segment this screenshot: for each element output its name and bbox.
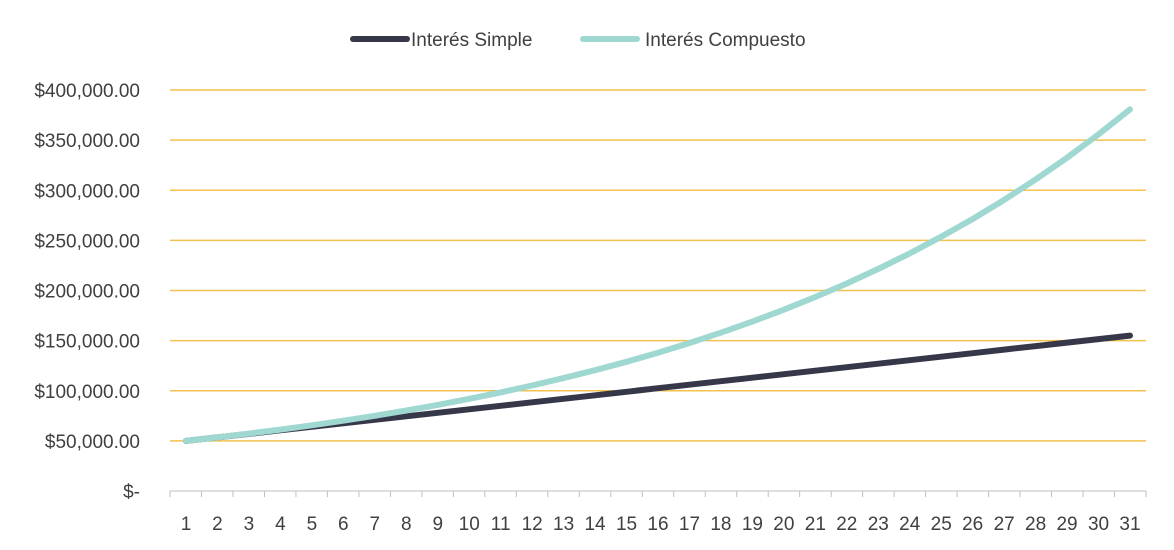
x-tick-label: 19 (742, 514, 763, 535)
y-tick-label: $250,000.00 (34, 231, 140, 252)
gridlines (170, 89, 1146, 442)
x-tick-label: 15 (616, 514, 637, 535)
x-tick-label: 31 (1119, 514, 1140, 535)
x-tick-label: 6 (338, 514, 349, 535)
x-tick-label: 24 (899, 514, 921, 535)
x-tick-label: 25 (931, 514, 952, 535)
x-tick-label: 17 (679, 514, 700, 535)
y-tick-label: $50,000.00 (45, 432, 140, 453)
x-tick-label: 3 (244, 514, 255, 535)
y-tick-label: $200,000.00 (34, 282, 140, 303)
x-tick-label: 16 (647, 514, 668, 535)
x-tick-label: 1 (181, 514, 192, 535)
x-tick-label: 11 (491, 514, 511, 535)
x-tick-label: 23 (868, 514, 889, 535)
x-axis (169, 490, 1147, 497)
y-tick-label: $100,000.00 (34, 382, 140, 403)
x-tick-label: 14 (584, 514, 606, 535)
x-tick-label: 13 (553, 514, 574, 535)
x-tick-label: 2 (212, 514, 223, 535)
series-lines (183, 106, 1133, 444)
x-tick-label: 26 (962, 514, 983, 535)
y-tick-label: $300,000.00 (34, 181, 140, 202)
x-tick-label: 8 (401, 514, 412, 535)
legend-label: Interés Simple (411, 30, 532, 51)
x-axis-tick-labels: 1 2 3 4 5 6 7 8 9 10 11 12 13 14 15 16 17 18 19 20 21 22 23 24 2… (181, 514, 1141, 535)
y-tick-label: $150,000.00 (34, 332, 140, 353)
x-tick-label: 29 (1056, 514, 1077, 535)
y-tick-label: $- (123, 482, 140, 503)
legend: Interés Simple Interés Compuesto (350, 30, 806, 51)
x-tick-label: 12 (522, 514, 543, 535)
y-tick-label: $400,000.00 (34, 81, 140, 102)
x-tick-label: 5 (307, 514, 318, 535)
x-tick-label: 28 (1025, 514, 1046, 535)
series-line-interes-compuesto (183, 106, 1133, 444)
x-tick-label: 10 (459, 514, 480, 535)
x-tick-label: 21 (805, 514, 826, 535)
x-tick-label: 22 (836, 514, 857, 535)
x-tick-label: 7 (370, 514, 381, 535)
y-tick-label: $350,000.00 (34, 131, 140, 152)
x-tick-label: 4 (275, 514, 286, 535)
x-tick-label: 27 (994, 514, 1015, 535)
x-tick-label: 20 (773, 514, 794, 535)
x-tick-label: 18 (710, 514, 731, 535)
x-tick-label: 30 (1088, 514, 1109, 535)
y-axis-tick-labels: $- $50,000.00 $100,000.00 $150,000.00 $200,0… (34, 81, 140, 503)
legend-label: Interés Compuesto (645, 30, 806, 51)
x-tick-label: 9 (432, 514, 443, 535)
